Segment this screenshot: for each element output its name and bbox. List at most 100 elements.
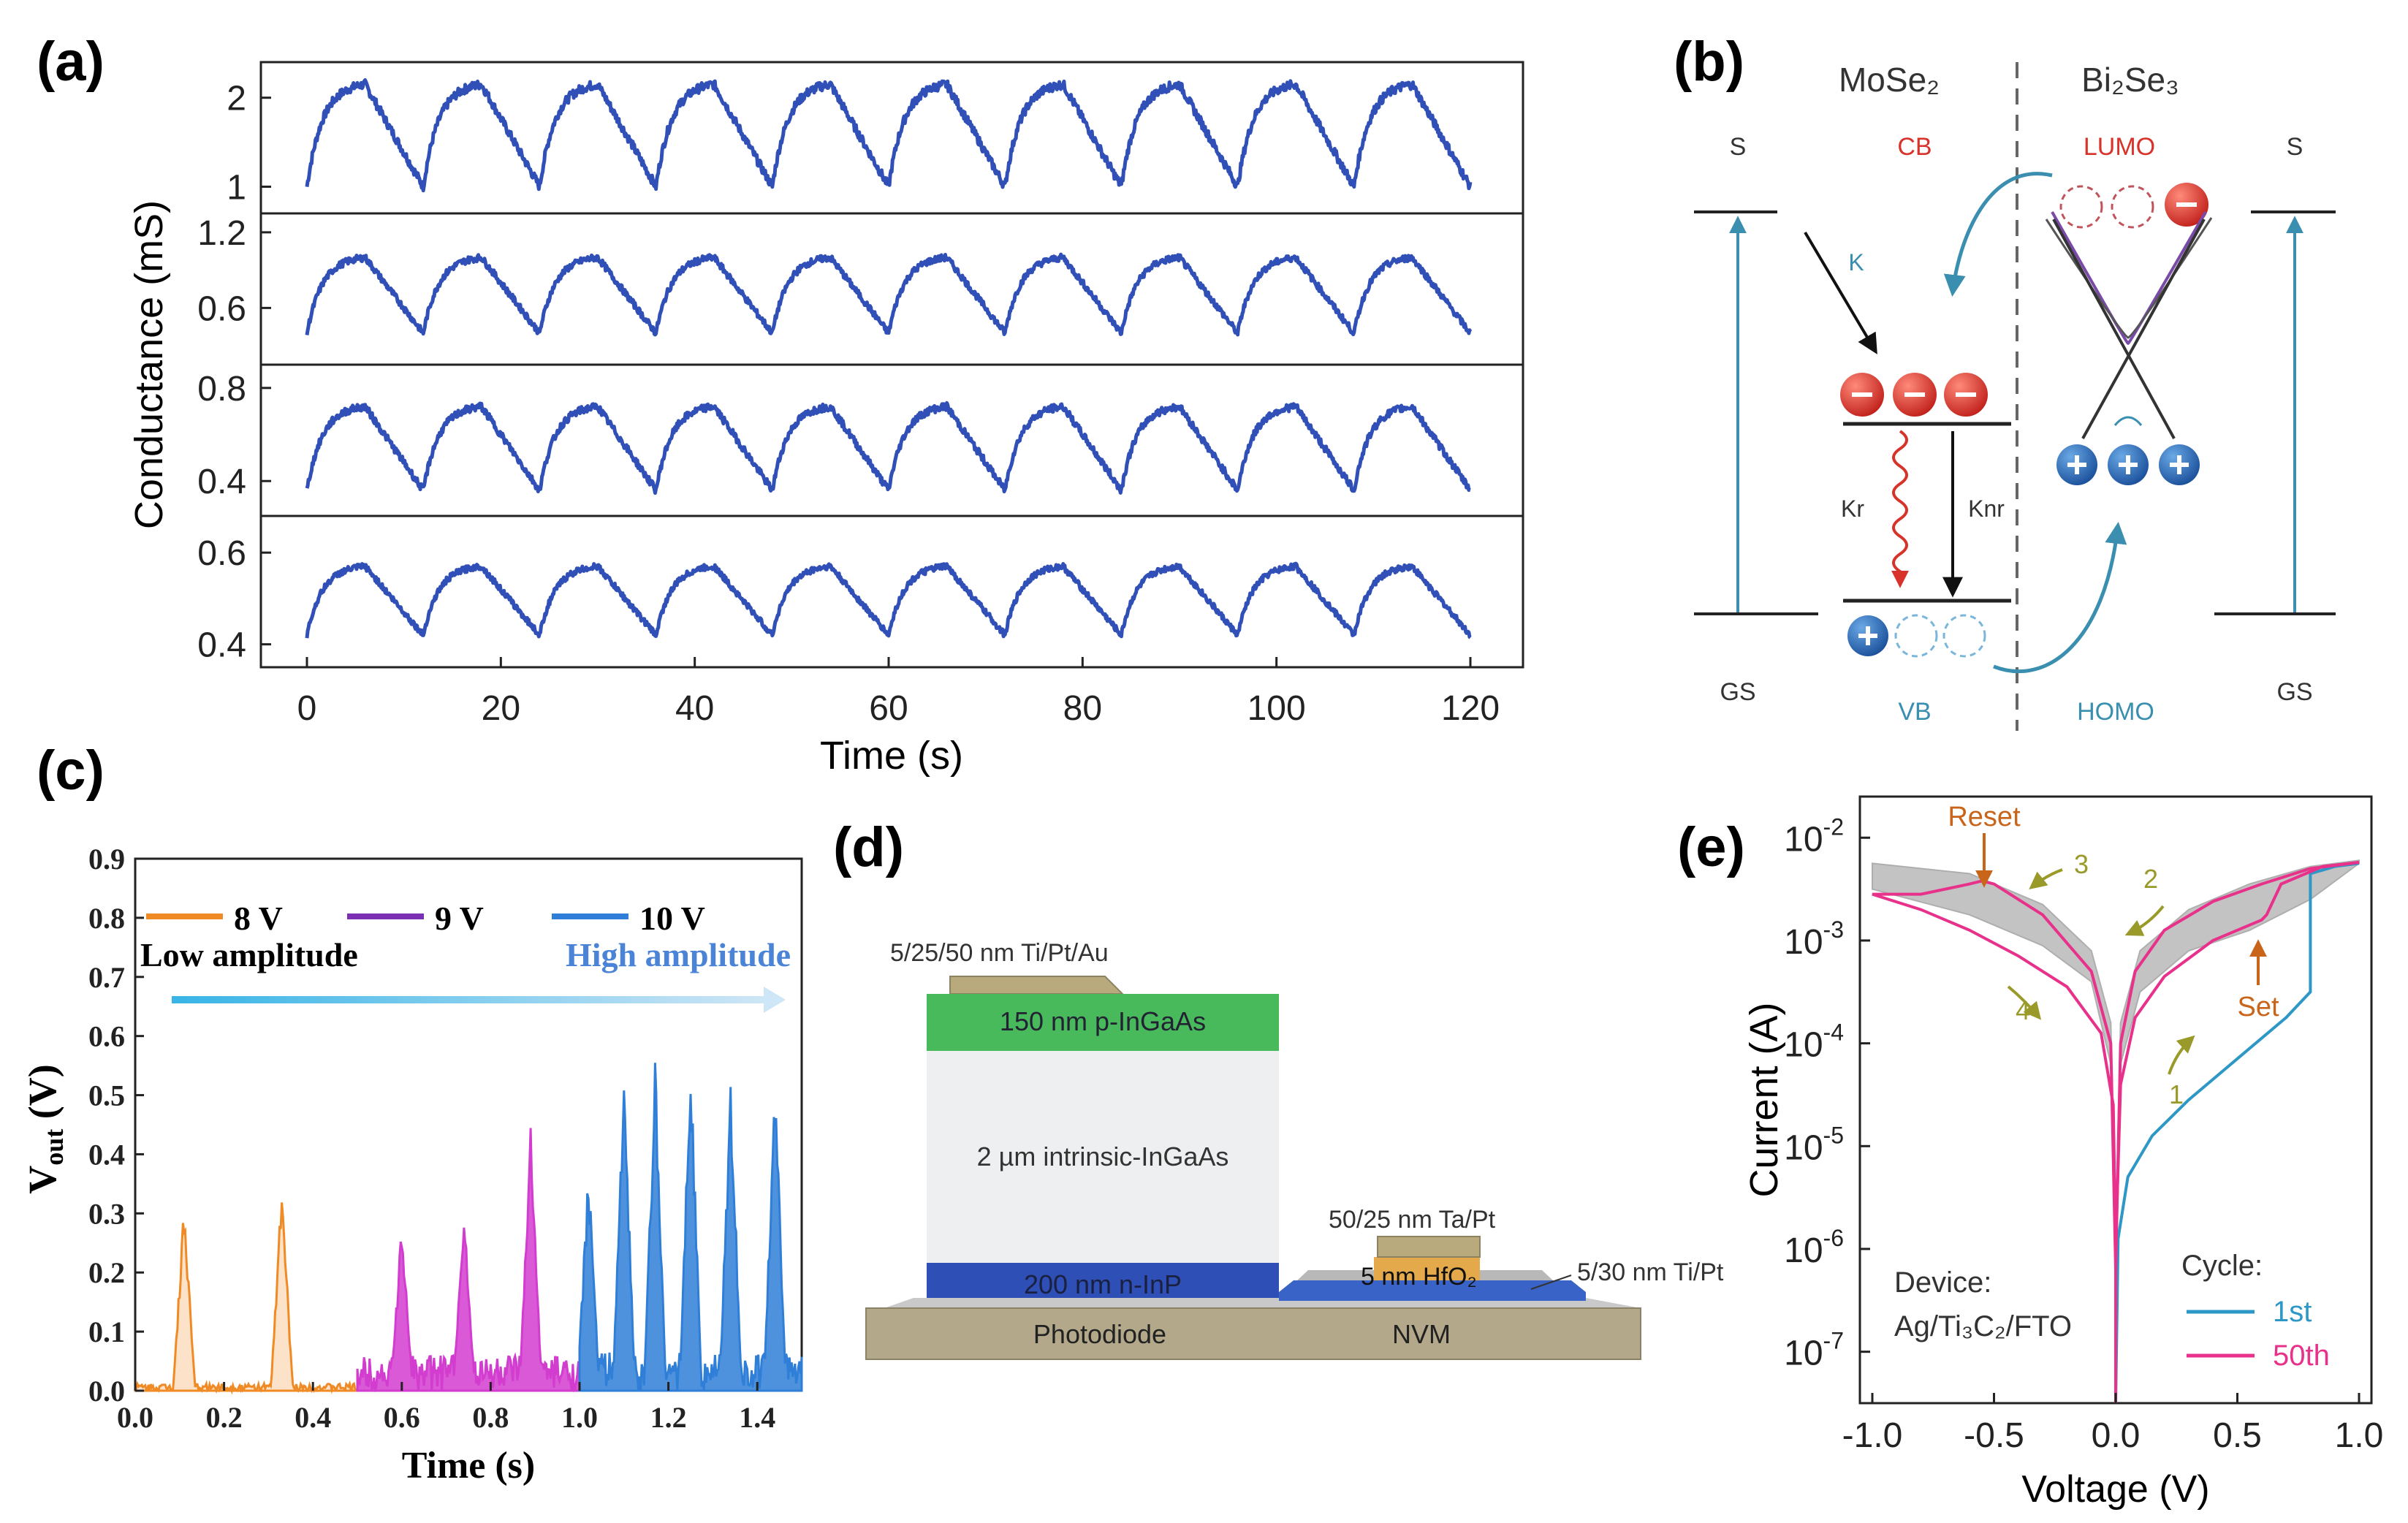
amplitude-gradient-arrow [172, 996, 767, 1003]
electron-lumo [2165, 183, 2208, 227]
hole-vb [1847, 615, 1888, 656]
contact-pad [949, 976, 1125, 995]
label-ti-pt: 5/30 nm Ti/Pt [1577, 1258, 1724, 1286]
x-tick-label: 1.4 [739, 1401, 775, 1434]
empty-lumo-state [2111, 185, 2154, 229]
substrate [865, 1307, 1641, 1360]
kr-wavy-arrow [1891, 430, 1909, 588]
y-tick-label: 0.4 [197, 463, 246, 501]
layer-intrinsic-ingaas [927, 1051, 1279, 1263]
panel-c: 0.0 0.1 0.2 0.3 0.4 0.5 0.6 0.7 0.8 0.9 0.0 0.2 0.4… [20, 843, 803, 1486]
label-nvm: NVM [1392, 1319, 1451, 1349]
y-tick-label: 0.1 [88, 1315, 125, 1348]
y-tick-label: 0.8 [88, 902, 125, 935]
panel-label-a: (a) [37, 31, 105, 93]
panel-b: MoSe₂ Bi₂Se₃ S GS S GS CB K Kr Knr VB LU… [1694, 61, 2336, 731]
panel-label-d: (d) [833, 816, 904, 878]
legend-label-1st: 1st [2273, 1296, 2312, 1328]
x-tick-label: 40 [675, 689, 714, 728]
y-tick-base: 10 [1784, 1231, 1823, 1270]
amplitude-arrow-head [764, 987, 786, 1013]
annotation-reset: Reset [1948, 802, 2021, 832]
y-tick-exponent: -3 [1823, 916, 1844, 943]
y-tick-base: 10 [1784, 1026, 1823, 1065]
annotation-set: Set [2237, 992, 2279, 1022]
y-tick-label: 0.0 [88, 1375, 125, 1408]
x-tick-label: 0 [297, 689, 317, 728]
label-cb: CB [1897, 133, 1932, 161]
y-tick-base: 10 [1784, 923, 1823, 962]
panel-e: 10-210-310-410-510-610-7 -1.0 -0.5 0.0 0.5 1… [1742, 795, 2383, 1511]
x-tick-label: -1.0 [1842, 1416, 1903, 1455]
y-tick-label: 10-4 [1784, 1019, 1844, 1065]
vout-series-10v [578, 1063, 803, 1392]
label-knr: Knr [1968, 495, 2005, 522]
conductance-trace-3 [305, 400, 1472, 495]
hole-transfer-arrow [1993, 522, 2127, 674]
y-tick-exponent: -4 [1823, 1019, 1844, 1046]
panel-e-x-axis-label: Voltage (V) [2021, 1468, 2209, 1511]
material-bi2se3: Bi₂Se₃ [2081, 61, 2179, 99]
electron-cb-2 [1893, 373, 1937, 417]
x-tick-label: 60 [869, 689, 908, 728]
y-tick-label: 2 [227, 80, 246, 118]
y-tick-label: 0.8 [197, 370, 246, 409]
y-tick-label: 0.9 [88, 843, 125, 876]
y-tick-base: 10 [1784, 820, 1823, 859]
label-intrinsic-ingaas: 2 µm intrinsic-InGaAs [977, 1142, 1229, 1171]
iv-curve-50th-cycle-loop [1872, 861, 2360, 1270]
legend-label-10v: 10 V [639, 900, 705, 937]
y-tick-exponent: -5 [1823, 1122, 1844, 1148]
y-tick-label: 10-6 [1784, 1225, 1844, 1270]
y-tick-exponent: -7 [1823, 1328, 1844, 1354]
legend-label-8v: 8 V [234, 900, 283, 937]
x-tick-label: 80 [1063, 689, 1102, 728]
label-vb: VB [1898, 698, 1931, 726]
x-tick-label: 0.0 [2092, 1416, 2141, 1455]
y-label-unit: (V) [20, 1064, 64, 1128]
y-tick-exponent: -6 [1823, 1225, 1844, 1251]
vout-series-8v [134, 1202, 357, 1395]
x-tick-label: 1.2 [650, 1401, 687, 1434]
step-1-arrow [2168, 1035, 2195, 1075]
vout-series-9v [356, 1128, 581, 1393]
iv-curve-1st-cycle [2114, 862, 2360, 1404]
y-tick-label: 1.2 [197, 214, 246, 253]
x-tick-label: 20 [482, 689, 520, 728]
x-tick-label: 0.4 [295, 1401, 331, 1434]
y-tick-label: 0.7 [88, 961, 125, 994]
y-tick-base: 10 [1784, 1334, 1823, 1373]
x-tick-label: 0.2 [206, 1401, 243, 1434]
device-name: Ag/Ti₃C₂/FTO [1894, 1310, 2072, 1342]
y-tick-label: 0.6 [197, 289, 246, 328]
label-k: K [1848, 249, 1864, 276]
label-hfo2: 5 nm HfO₂ [1361, 1263, 1477, 1291]
panel-a-traces [305, 78, 1473, 639]
x-tick-label: 0.0 [117, 1401, 153, 1434]
panel-c-y-ticks: 0.0 0.1 0.2 0.3 0.4 0.5 0.6 0.7 0.8 0.9 [88, 843, 144, 1408]
label-p-ingaas: 150 nm p-InGaAs [1000, 1006, 1206, 1036]
panel-e-y-axis-label: Current (A) [1742, 1002, 1786, 1197]
step-1-label: 1 [2169, 1079, 2184, 1109]
panel-a-x-ticks: 0 20 40 60 80 100 120 [297, 657, 1500, 728]
nvm-top-electrode [1377, 1236, 1481, 1258]
y-tick-exponent: -2 [1823, 813, 1844, 840]
y-tick-label: 10-5 [1784, 1122, 1844, 1167]
dirac-point-arc [2113, 416, 2143, 426]
x-tick-label: 1.0 [561, 1401, 598, 1434]
conductance-trace-1 [305, 78, 1473, 193]
dirac-cone-cross-2 [2081, 219, 2206, 439]
y-tick-label: 0.6 [88, 1020, 125, 1053]
y-tick-label: 10-2 [1784, 813, 1844, 859]
panel-label-e: (e) [1677, 816, 1745, 878]
step-3-arrow [2029, 868, 2063, 889]
y-tick-label: 10-3 [1784, 916, 1844, 962]
panel-c-x-axis-label: Time (s) [402, 1445, 535, 1486]
hole-homo-1 [2056, 444, 2097, 485]
label-ta-pt: 50/25 nm Ta/Pt [1329, 1206, 1496, 1234]
annotation-low-amplitude: Low amplitude [140, 936, 358, 973]
y-tick-base: 10 [1784, 1128, 1823, 1167]
panel-a-x-axis-label: Time (s) [820, 734, 963, 778]
legend-label-50th: 50th [2273, 1340, 2330, 1372]
